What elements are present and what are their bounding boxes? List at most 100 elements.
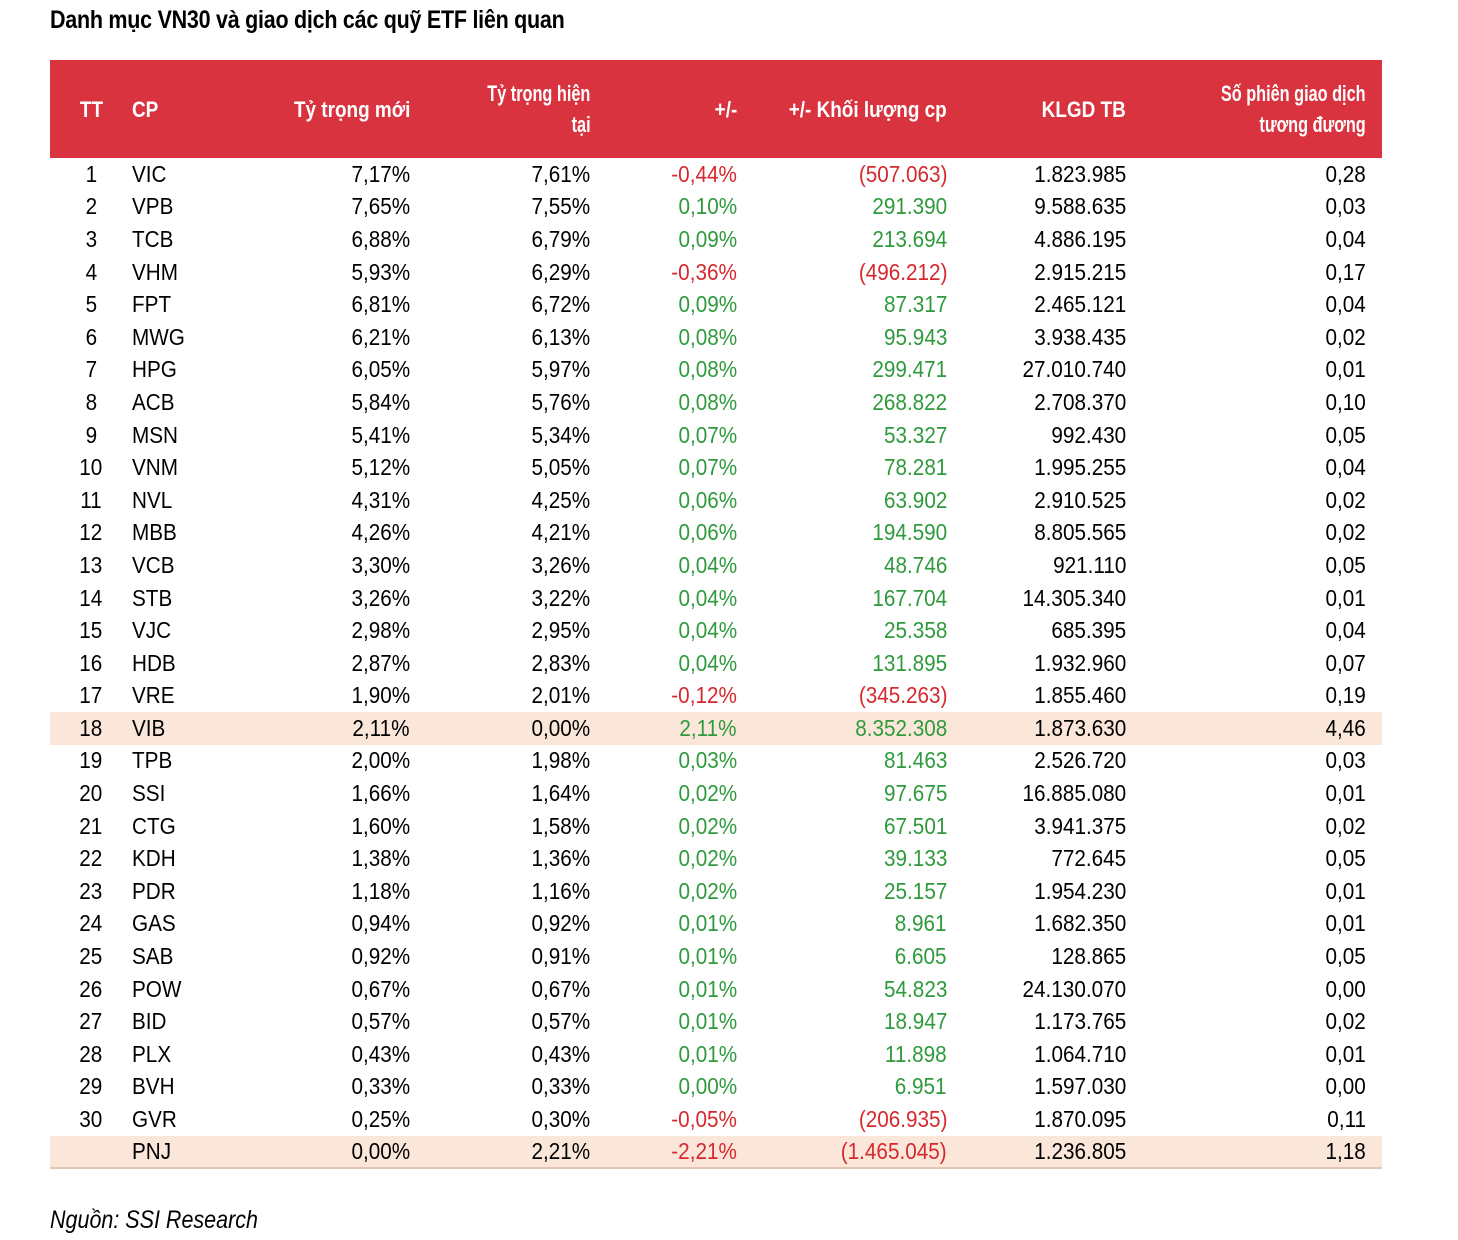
- cell-new-weight: 1,66%: [351, 780, 410, 807]
- cell-current-weight: 1,58%: [531, 812, 590, 839]
- cell-ticker: GAS: [132, 910, 176, 937]
- cell-current-weight: 6,79%: [531, 225, 590, 252]
- cell-volume-diff: 87.317: [883, 291, 947, 318]
- table-row: 26 POW 0,67% 0,67% 0,01% 54.823 24.130.070 0,00: [50, 973, 1382, 1006]
- cell-ticker: KDH: [132, 845, 176, 872]
- cell-ticker: STB: [132, 584, 173, 611]
- cell-ticker: VPB: [132, 193, 174, 220]
- cell-volume-diff: (507.063): [858, 160, 947, 187]
- cell-volume-diff: 6.951: [895, 1073, 947, 1100]
- cell-current-weight: 0,00%: [531, 714, 590, 741]
- cell-volume-diff: 291.390: [872, 193, 947, 220]
- cell-tt: 12: [79, 519, 103, 546]
- cell-new-weight: 5,84%: [351, 388, 410, 415]
- cell-avg-volume: 9.588.635: [1033, 193, 1126, 220]
- cell-diff: 0,06%: [678, 486, 737, 513]
- cell-tt: 11: [80, 486, 102, 513]
- cell-ticker: MBB: [132, 519, 177, 546]
- cell-tt: 22: [79, 845, 103, 872]
- cell-new-weight: 1,18%: [351, 877, 410, 904]
- cell-tt: 24: [79, 910, 103, 937]
- cell-avg-volume: 685.395: [1051, 617, 1126, 644]
- table-row: 20 SSI 1,66% 1,64% 0,02% 97.675 16.885.080 0,01: [50, 777, 1382, 810]
- cell-avg-volume: 2.526.720: [1033, 747, 1126, 774]
- cell-new-weight: 1,90%: [351, 682, 410, 709]
- cell-current-weight: 0,43%: [531, 1040, 590, 1067]
- cell-ticker: SSI: [132, 780, 166, 807]
- cell-ticker: TPB: [132, 747, 173, 774]
- cell-new-weight: 5,12%: [351, 454, 410, 481]
- cell-sessions: 0,28: [1325, 160, 1366, 187]
- cell-avg-volume: 1.597.030: [1033, 1073, 1126, 1100]
- cell-avg-volume: 992.430: [1051, 421, 1126, 448]
- cell-sessions: 0,01: [1325, 780, 1366, 807]
- cell-sessions: 0,01: [1325, 584, 1366, 611]
- cell-sessions: 0,01: [1325, 1040, 1366, 1067]
- page-title: Danh mục VN30 và giao dịch các quỹ ETF l…: [50, 6, 565, 34]
- cell-diff: 0,07%: [678, 454, 737, 481]
- cell-ticker: BVH: [132, 1073, 175, 1100]
- cell-avg-volume: 1.682.350: [1033, 910, 1126, 937]
- cell-new-weight: 0,25%: [351, 1106, 410, 1133]
- cell-tt: 3: [85, 225, 97, 252]
- cell-ticker: MSN: [132, 421, 179, 448]
- cell-sessions: 0,04: [1325, 617, 1366, 644]
- cell-ticker: FPT: [132, 291, 172, 318]
- cell-new-weight: 0,92%: [351, 943, 410, 970]
- cell-tt: 21: [79, 812, 103, 839]
- cell-ticker: SAB: [132, 943, 174, 970]
- cell-tt: 27: [79, 1008, 103, 1035]
- cell-current-weight: 2,21%: [410, 1135, 590, 1170]
- table-row: 7 HPG 6,05% 5,97% 0,08% 299.471 27.010.740 0,01: [50, 354, 1382, 387]
- table-row: 24 GAS 0,94% 0,92% 0,01% 8.961 1.682.350 0,01: [50, 908, 1382, 941]
- cell-avg-volume: 1.932.960: [1033, 649, 1126, 676]
- cell-diff: 0,04%: [678, 617, 737, 644]
- cell-volume-diff: 213.694: [872, 225, 947, 252]
- cell-avg-volume: 2.708.370: [1033, 388, 1126, 415]
- cell-tt: 2: [85, 193, 97, 220]
- header-current-weight: Tỷ trọng hiện tại: [486, 81, 590, 137]
- cell-new-weight: 5,93%: [351, 258, 410, 285]
- cell-ticker: POW: [132, 975, 182, 1002]
- cell-ticker: PDR: [132, 877, 176, 904]
- cell-avg-volume: 14.305.340: [1022, 584, 1126, 611]
- cell-volume-diff: 39.133: [883, 845, 947, 872]
- cell-current-weight: 2,83%: [531, 649, 590, 676]
- cell-new-weight: 6,05%: [351, 356, 410, 383]
- table-row: 29 BVH 0,33% 0,33% 0,00% 6.951 1.597.030 0,00: [50, 1071, 1382, 1104]
- cell-sessions: 0,00: [1325, 975, 1366, 1002]
- header-avg-volume: KLGD TB: [1041, 96, 1126, 122]
- table-row: 9 MSN 5,41% 5,34% 0,07% 53.327 992.430 0,05: [50, 419, 1382, 452]
- table-row: PNJ 0,00% 2,21% -2,21% (1.465.045) 1.236.805 1…: [50, 1135, 1382, 1170]
- cell-diff: 0,04%: [678, 551, 737, 578]
- cell-sessions: 0,04: [1325, 454, 1366, 481]
- cell-current-weight: 0,91%: [531, 943, 590, 970]
- table-row: 14 STB 3,26% 3,22% 0,04% 167.704 14.305.340 0,0…: [50, 582, 1382, 615]
- cell-tt: 29: [79, 1073, 103, 1100]
- cell-avg-volume: 4.886.195: [1033, 225, 1126, 252]
- cell-current-weight: 3,22%: [531, 584, 590, 611]
- cell-diff: 0,07%: [678, 421, 737, 448]
- cell-diff: 0,01%: [678, 1040, 737, 1067]
- cell-avg-volume: 1.173.765: [1033, 1008, 1126, 1035]
- cell-new-weight: 2,11%: [352, 714, 410, 741]
- table-row: 3 TCB 6,88% 6,79% 0,09% 213.694 4.886.195 0,04: [50, 223, 1382, 256]
- cell-new-weight: 2,87%: [351, 649, 410, 676]
- cell-diff: -0,05%: [671, 1106, 737, 1133]
- table-row: 10 VNM 5,12% 5,05% 0,07% 78.281 1.995.255 0,04: [50, 451, 1382, 484]
- cell-new-weight: 4,31%: [351, 486, 410, 513]
- cell-tt: 28: [79, 1040, 103, 1067]
- cell-new-weight: 6,88%: [351, 225, 410, 252]
- cell-avg-volume: 16.885.080: [1022, 780, 1126, 807]
- cell-new-weight: 6,21%: [351, 323, 410, 350]
- cell-avg-volume: 2.465.121: [1033, 291, 1126, 318]
- cell-volume-diff: 299.471: [872, 356, 947, 383]
- cell-ticker: ACB: [132, 388, 175, 415]
- cell-avg-volume: 1.954.230: [1033, 877, 1126, 904]
- header-sessions: Số phiên giao dịch tương đương: [1221, 81, 1366, 137]
- cell-new-weight: 0,94%: [351, 910, 410, 937]
- cell-sessions: 0,10: [1325, 388, 1366, 415]
- vn30-table: TT CP Tỷ trọng mới Tỷ trọng hiện tại +/- …: [50, 60, 1382, 1170]
- cell-current-weight: 7,61%: [531, 160, 590, 187]
- cell-current-weight: 5,34%: [531, 421, 590, 448]
